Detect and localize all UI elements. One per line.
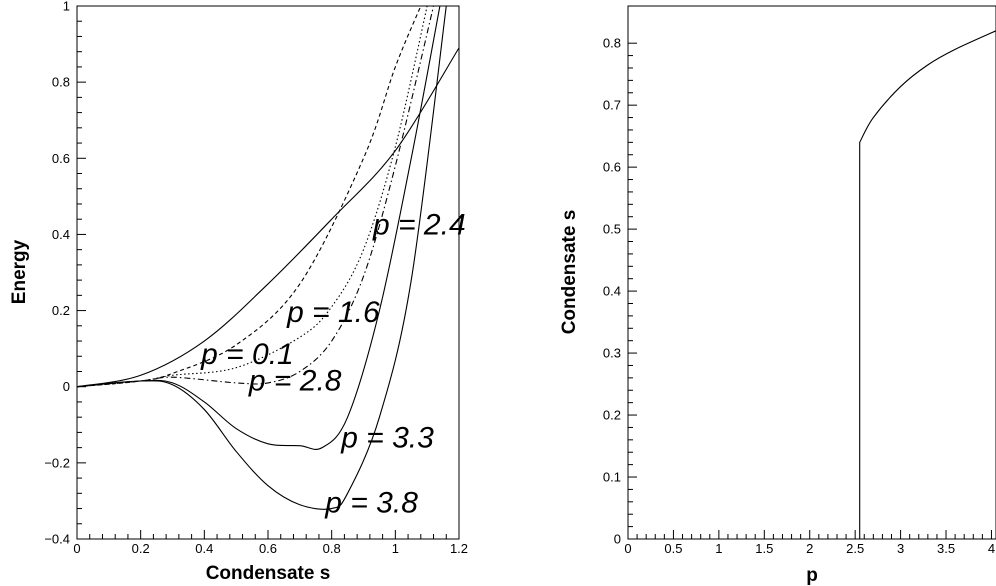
series-line-4 — [77, 6, 435, 388]
series-line-6 — [77, 6, 447, 510]
y-tick-label: 0.6 — [52, 151, 70, 166]
y-tick-label: 0.6 — [603, 160, 621, 175]
x-tick-label: 1 — [715, 541, 722, 556]
x-tick-label: 1 — [392, 541, 399, 556]
y-tick-label: 0.4 — [52, 227, 70, 242]
x-tick-label: 0.5 — [664, 541, 682, 556]
energy-ticks: 0 0.2 0.4 0.6 0.8 1 1.2 −0.4 −0.2 0 0.2 0.4 0.6 0.8 1 — [44, 0, 468, 556]
condensate-x-axis-title: p — [806, 565, 818, 586]
series-line-2 — [77, 6, 422, 388]
series-line-3 — [77, 6, 428, 388]
y-tick-label: 0.8 — [52, 75, 70, 90]
energy-plot-frame — [76, 5, 460, 540]
series-line-1 — [77, 47, 459, 388]
y-tick-label: −0.2 — [44, 455, 70, 470]
curve-label-4: p = 2.8 — [248, 365, 342, 398]
condensate-series — [628, 30, 996, 539]
x-tick-label: 0.8 — [323, 541, 341, 556]
y-tick-label: 0 — [614, 532, 621, 547]
x-tick-label: 2 — [806, 541, 813, 556]
x-tick-label: 1.5 — [755, 541, 773, 556]
x-tick-label: 3 — [897, 541, 904, 556]
condensate-y-axis-title: Condensate s — [559, 210, 580, 335]
series-line-5 — [77, 6, 441, 450]
y-tick-label: 0.8 — [603, 36, 621, 51]
y-tick-label: 0 — [63, 379, 70, 394]
curve-label-2: p = 1.6 — [286, 296, 380, 329]
y-tick-label: 1 — [63, 0, 70, 14]
x-tick-label: 0.4 — [195, 541, 213, 556]
energy-chart: 0 0.2 0.4 0.6 0.8 1 1.2−0.4−0.200.20.40.60.81 … — [9, 0, 468, 584]
curve-label-6: p = 3.8 — [324, 486, 418, 519]
energy-annotations: p = 2.4 p = 1.6 p = 0.1p = 2.8 p = 3.3 p = 3… — [200, 208, 465, 519]
x-tick-label: 0 — [73, 541, 80, 556]
condensate-chart: 0 0.5 1 1.5 2 2.5 3 3.5 4 0 0.1 0.2 0.3 0.4 0.5 0.6 0.7 0… — [559, 5, 996, 586]
curve-label-5: p = 3.3 — [340, 422, 434, 455]
x-tick-label: 0.6 — [259, 541, 277, 556]
x-tick-label: 1.2 — [450, 541, 468, 556]
y-tick-label: 0.2 — [52, 303, 70, 318]
energy-y-axis-title: Energy — [9, 239, 30, 304]
y-tick-label: −0.4 — [44, 532, 70, 547]
energy-series — [77, 6, 459, 510]
x-tick-label: 4 — [988, 541, 995, 556]
x-tick-label: 0 — [624, 541, 631, 556]
condensate-ticks: 0 0.5 1 1.5 2 2.5 3 3.5 4 0 0.1 0.2 0.3 0.4 0.5 0.6 0.7 0… — [603, 36, 995, 556]
y-tick-label: 0.7 — [603, 98, 621, 113]
series-line-1 — [628, 30, 996, 539]
y-tick-label: 0.1 — [603, 470, 621, 485]
curve-label-1: p = 2.4 — [372, 208, 466, 241]
x-tick-label: 2.5 — [846, 541, 864, 556]
y-tick-label: 0.4 — [603, 284, 621, 299]
x-tick-label: 3.5 — [937, 541, 955, 556]
condensate-plot-frame — [627, 5, 996, 540]
curve-label-3: p = 0.1 — [200, 338, 294, 371]
y-tick-label: 0.3 — [603, 346, 621, 361]
x-tick-label: 0.2 — [132, 541, 150, 556]
energy-x-axis-title: Condensate s — [206, 563, 331, 584]
y-tick-label: 0.2 — [603, 408, 621, 423]
y-tick-label: 0.5 — [603, 222, 621, 237]
